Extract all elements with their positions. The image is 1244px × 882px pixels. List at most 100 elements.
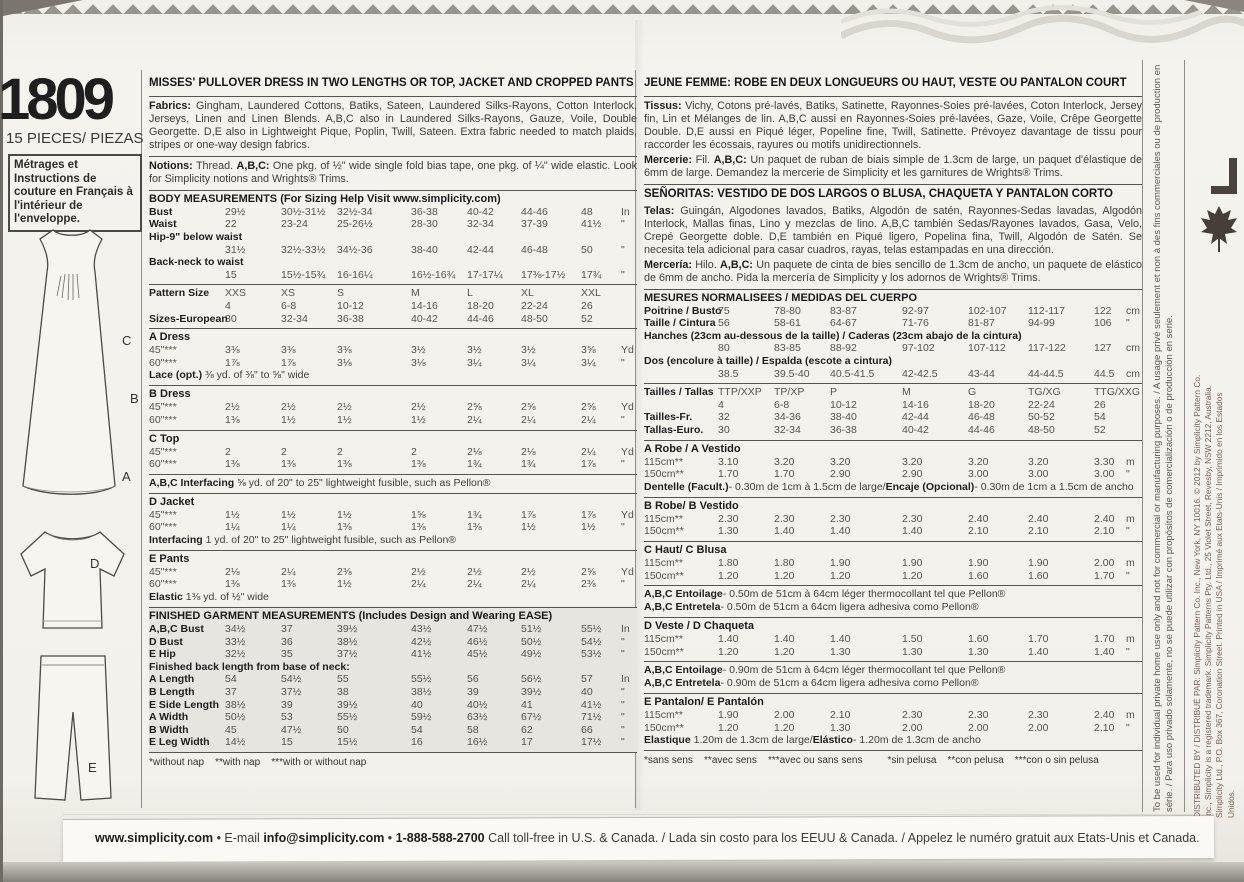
table-note: Lace (opt.) ⅜ yd. of ⅜" to ⅝" wide xyxy=(149,369,637,382)
unit-cell: In xyxy=(621,623,630,636)
table-row: 60"*** 1⅜ 1⅜ 1⅜ 1⅜ 1¾ 1¾ 1⅞ " xyxy=(149,458,637,471)
cell: 1.70 xyxy=(1028,633,1049,646)
row-label: B Length xyxy=(149,686,195,699)
cell: 23-24 xyxy=(281,218,308,231)
cell: 1⅞ xyxy=(521,508,536,521)
cell: 1⅜ xyxy=(225,578,240,591)
cell: 2.40 xyxy=(1094,512,1115,525)
envelope-bottom-edge xyxy=(3,862,1244,882)
table-note: Elastique 1.20m de 1.3cm de large/Elásti… xyxy=(644,734,1142,747)
table-row: 45"*** 1½ 1½ 1½ 1⅝ 1¾ 1⅞ 1⅞ Yd xyxy=(149,509,637,522)
cell: S xyxy=(337,287,345,300)
text-segment: Mercerie: xyxy=(644,153,693,166)
cell: 44-44.5 xyxy=(1028,367,1064,380)
text-segment: Gingham, Laundered Cottons, Batiks, Sate… xyxy=(149,99,637,151)
row-label: Hip-9" below waist xyxy=(149,230,243,243)
cell: 16½-16¾ xyxy=(411,268,456,281)
cell: 2 xyxy=(225,445,231,458)
piece-count: 15 PIECES/ PIEZAS xyxy=(6,130,144,147)
table-row: 45"*** 2 2 2 2 2⅛ 2⅛ 2¼ Yd xyxy=(149,446,637,459)
cell: 1⅜ xyxy=(467,521,482,534)
cell xyxy=(281,231,337,244)
cell: 48-50 xyxy=(521,312,548,325)
cell: 83-87 xyxy=(830,304,857,317)
table-note: Dentelle (Facult.)- 0.30m de 1cm à 1.5cm… xyxy=(644,481,1142,494)
cell xyxy=(281,256,337,269)
cell: 3⅜ xyxy=(337,344,352,357)
cell: 48 xyxy=(581,205,593,218)
table-row: 45"*** 3⅜ 3⅜ 3⅜ 3½ 3½ 3½ 3⅝ Yd xyxy=(149,344,637,357)
row-label: 115cm** xyxy=(644,455,683,468)
cell: 59½ xyxy=(411,711,432,724)
cell: 75 xyxy=(718,304,730,317)
unit-cell: m xyxy=(1126,512,1135,525)
cell: 38-40 xyxy=(830,411,857,424)
cell: 1½ xyxy=(281,413,296,426)
row-label: Taille / Cintura xyxy=(644,317,716,330)
center-fold-shade xyxy=(635,20,644,810)
cell: 3¼ xyxy=(521,356,536,369)
cell: 47½ xyxy=(281,723,302,736)
cell: 2¼ xyxy=(521,413,536,426)
text-segment: Vichy, Cotons pré-lavés, Batiks, Satinet… xyxy=(644,99,1142,151)
cell: 2⅝ xyxy=(581,401,596,414)
cell xyxy=(830,330,902,343)
cell: 1¼ xyxy=(225,521,240,534)
table-row: 115cm** 1.40 1.40 1.40 1.50 1.60 1.70 1.70 m xyxy=(644,633,1142,646)
cell: 1.70 xyxy=(1094,633,1115,646)
cell: 30 xyxy=(718,423,730,436)
cell: 32-34 xyxy=(774,423,801,436)
cell: 22 xyxy=(225,218,237,231)
cell: 117-122 xyxy=(1028,342,1066,355)
cell: 38½ xyxy=(225,698,246,711)
cell: 1.40 xyxy=(718,633,739,646)
cell: 50½ xyxy=(521,635,542,648)
unit-cell: " xyxy=(621,635,625,648)
unit-cell xyxy=(1126,411,1142,424)
cell: 3½ xyxy=(521,344,536,357)
text-segment: - 0.90m de 51cm a 64cm ligera adhesiva c… xyxy=(720,677,979,690)
row-label: Bust xyxy=(149,205,173,218)
text-segment: Hilo. xyxy=(692,258,721,271)
row-label: B Width xyxy=(149,723,189,736)
cell: 55 xyxy=(337,673,349,686)
table-row: 45"*** 2½ 2½ 2½ 2½ 2⅝ 2⅝ 2⅝ Yd xyxy=(149,401,637,414)
cell: 40 xyxy=(581,686,593,699)
cell xyxy=(225,256,281,269)
cell: 92-97 xyxy=(902,304,929,317)
cell: 1½ xyxy=(521,521,536,534)
row-label: 150cm** xyxy=(644,569,684,582)
cell: 106 xyxy=(1094,317,1112,330)
text-segment: - 0.50m de 51cm à 64cm léger thermocolla… xyxy=(722,588,1006,601)
text-segment: Un paquete de cinta de bies sencillo de … xyxy=(644,258,1142,284)
cell: 31½ xyxy=(225,243,246,256)
unit-cell: cm xyxy=(1126,367,1140,380)
cell: 2½ xyxy=(521,565,536,578)
cell: 2.00 xyxy=(968,721,989,734)
cell: 78-80 xyxy=(774,304,801,317)
table-note: A,B,C Entoilage- 0.50m de 51cm à 64cm lé… xyxy=(644,588,1142,601)
unit-cell: " xyxy=(621,648,625,661)
cell: 2.40 xyxy=(1094,709,1115,722)
cell: 1⅜ xyxy=(225,458,240,471)
cell: 1.90 xyxy=(718,709,739,722)
table-row: A Width 50½ 53 55½ 59½ 63½ 67½ 71½ " xyxy=(149,711,637,724)
cell: 15 xyxy=(225,268,237,281)
corner-shadow-right xyxy=(1184,0,1244,12)
cell: 2¼ xyxy=(467,578,482,591)
cell xyxy=(774,355,830,368)
cell: 1½ xyxy=(337,413,352,426)
row-label: 60"*** xyxy=(149,521,177,534)
cell: 50-52 xyxy=(1028,411,1055,424)
table-row: 150cm** 1.20 1.20 1.30 1.30 1.30 1.40 1.40 " xyxy=(644,646,1142,659)
cell: 71-76 xyxy=(902,317,929,330)
cell: 39.5-40 xyxy=(774,367,810,380)
text-segment: - 1.20m de 1.3cm de ancho xyxy=(852,734,981,747)
table-row: 80 83-85 88-92 97-102 107-112 117-122 127 cm xyxy=(644,342,1142,355)
unit-cell xyxy=(621,661,637,674)
cell: 18-20 xyxy=(968,398,995,411)
cell xyxy=(718,355,774,368)
content-block: MISSES' PULLOVER DRESS IN TWO LENGTHS OR… xyxy=(149,74,637,96)
cell: 3⅜ xyxy=(225,344,240,357)
pants-drawing xyxy=(34,655,112,801)
